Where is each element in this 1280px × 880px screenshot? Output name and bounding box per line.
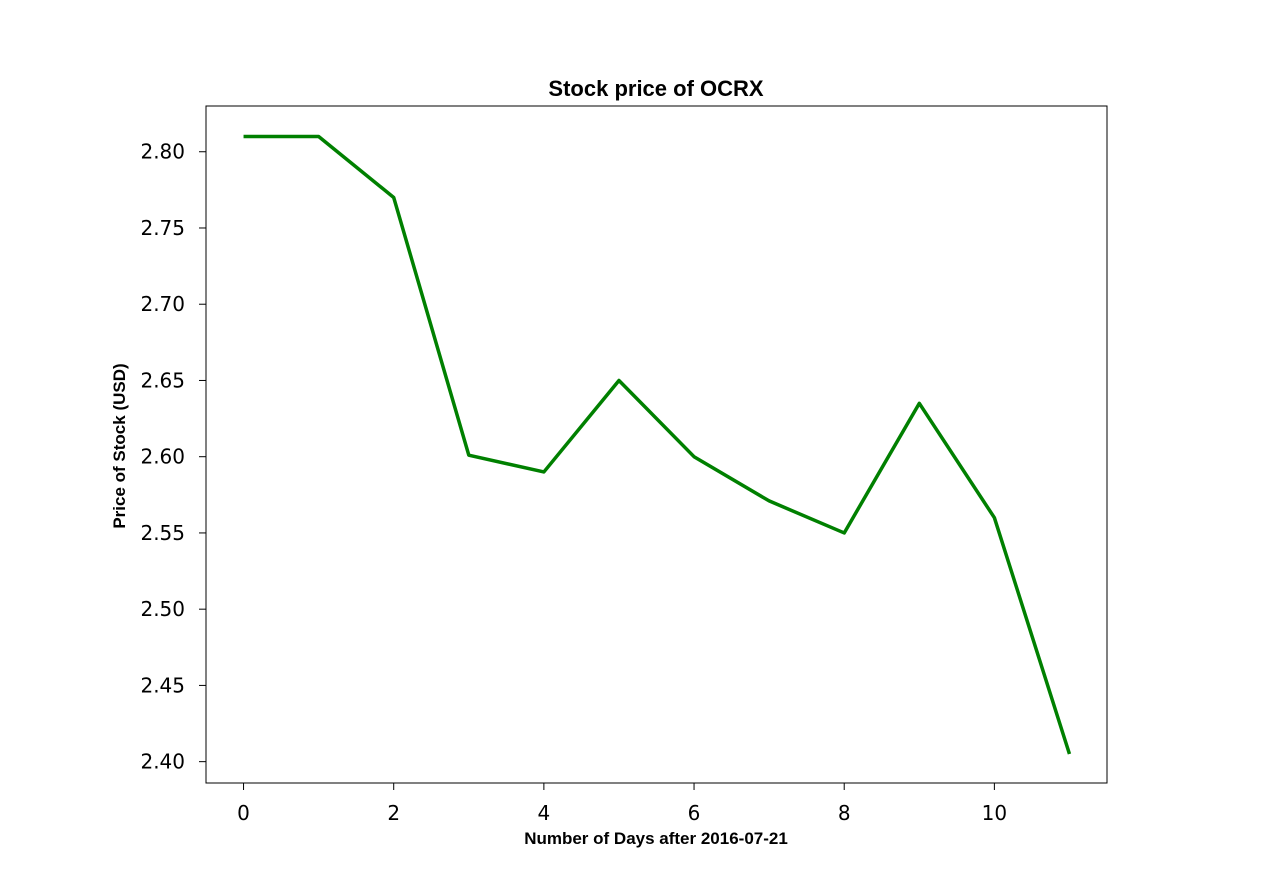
series-layer	[243, 134, 1072, 755]
y-tick-label: 2.60	[140, 445, 185, 469]
y-axis: 2.40 2.45 2.50 2.55 2.60 2.65 2.70 2.75 2.80	[140, 140, 206, 774]
y-tick-label: 2.80	[140, 140, 185, 164]
chart-title: Stock price of OCRX	[548, 76, 763, 101]
y-tick-label: 2.75	[140, 216, 185, 240]
x-tick-label: 10	[982, 801, 1007, 825]
x-tick-label: 0	[237, 801, 250, 825]
x-axis: 0 2 4 6 8 10	[237, 783, 1007, 825]
y-tick-label: 2.45	[140, 673, 185, 697]
plot-frame	[205, 105, 1108, 784]
price-series-line	[243, 134, 1072, 755]
x-tick-label: 6	[688, 801, 701, 825]
x-tick-label: 4	[538, 801, 551, 825]
y-axis-label: Price of Stock (USD)	[110, 363, 129, 528]
y-tick-label: 2.65	[140, 368, 185, 392]
x-axis-label: Number of Days after 2016-07-21	[524, 829, 788, 848]
x-tick-label: 8	[838, 801, 851, 825]
y-tick-label: 2.50	[140, 597, 185, 621]
y-tick-label: 2.55	[140, 521, 185, 545]
y-tick-label: 2.70	[140, 292, 185, 316]
x-tick-label: 2	[387, 801, 400, 825]
y-tick-label: 2.40	[140, 750, 185, 774]
